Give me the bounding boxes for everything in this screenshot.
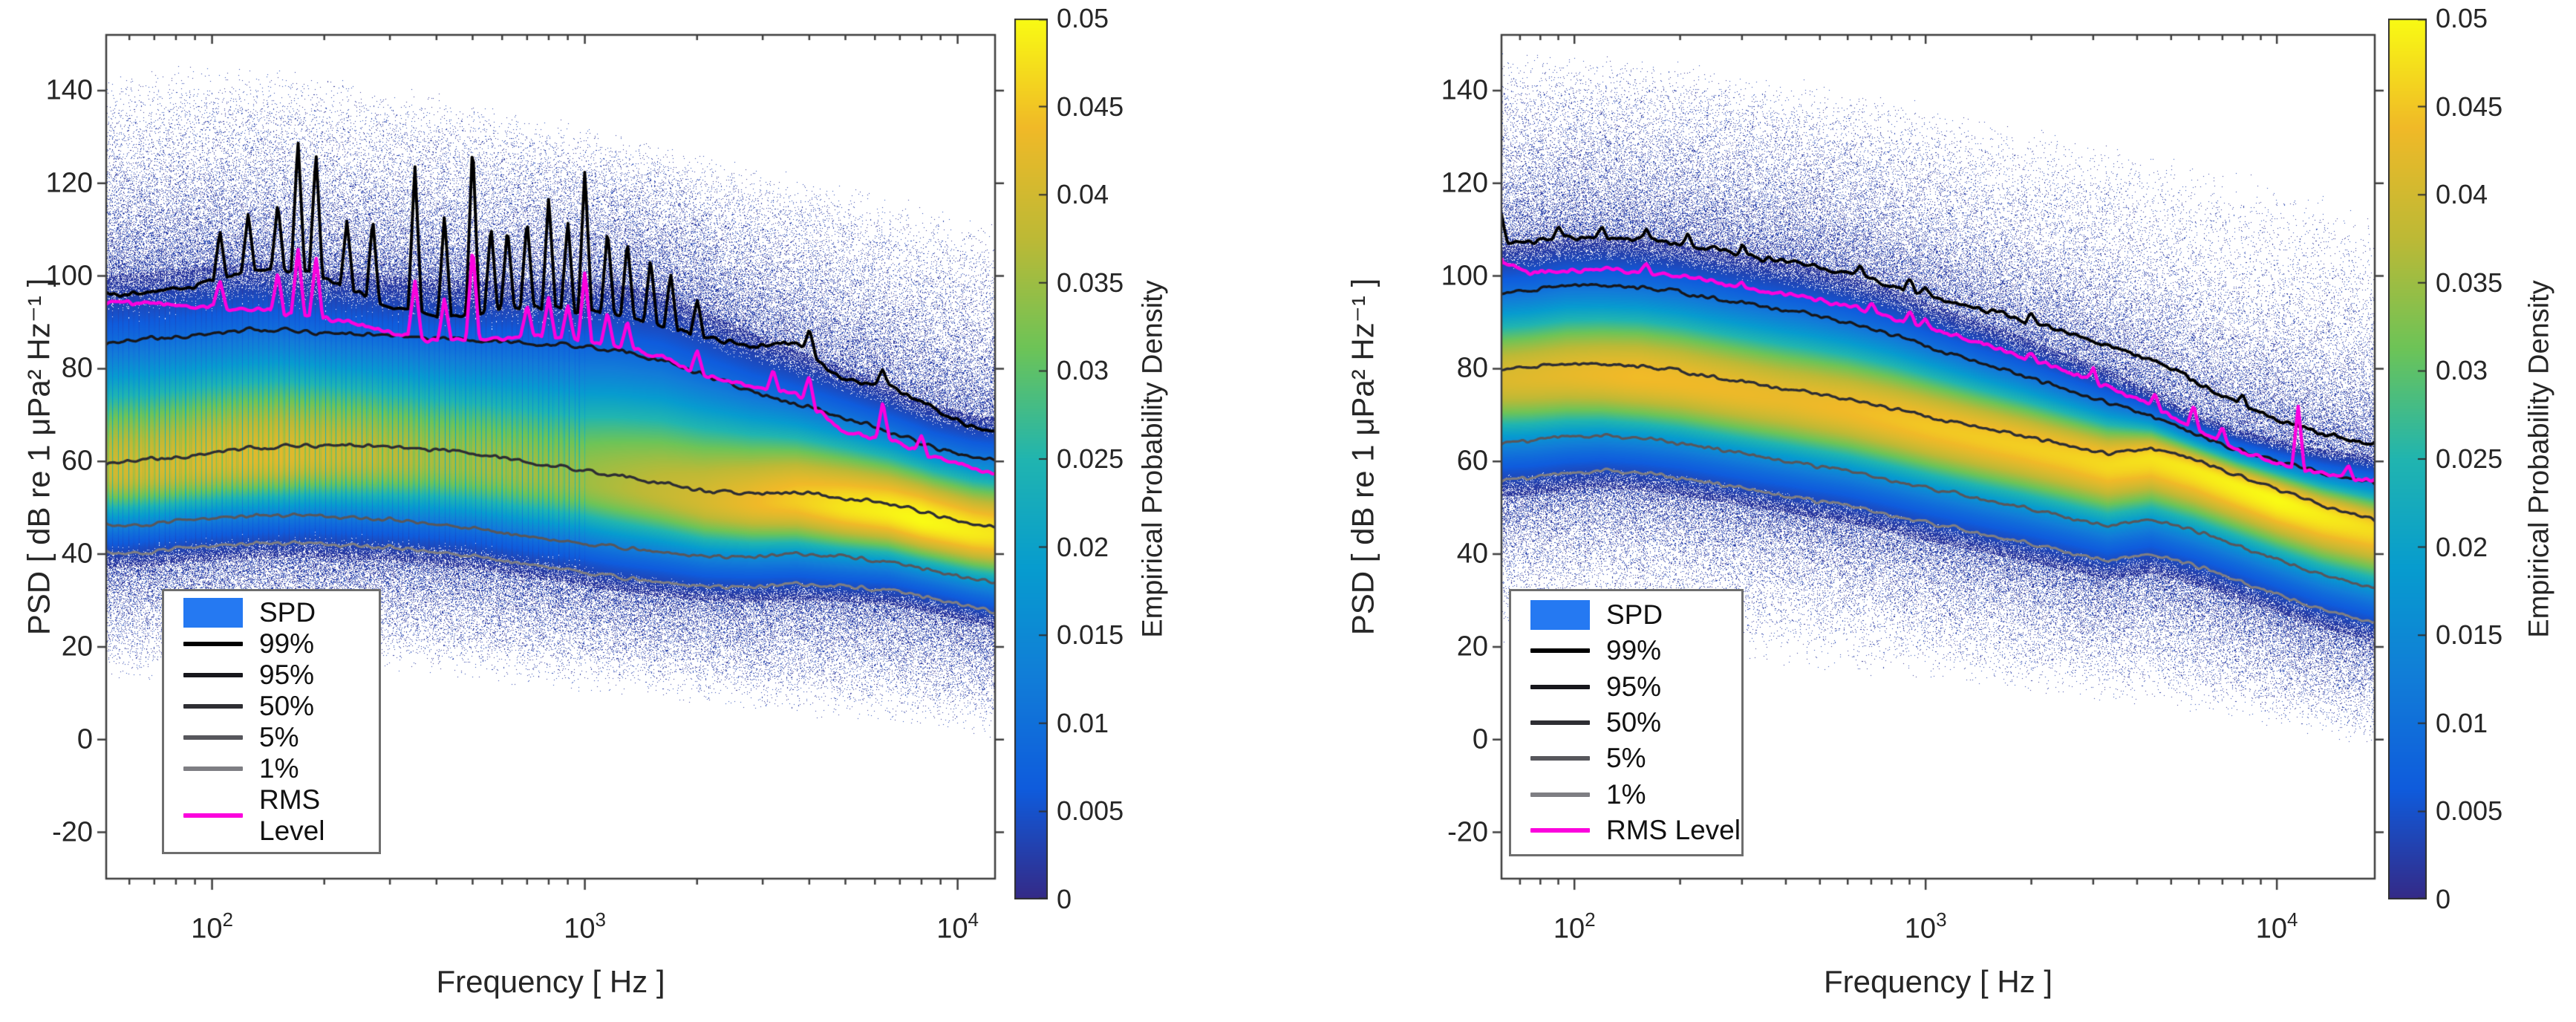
legend-entry-99-: 99%: [1530, 635, 1741, 666]
legend-entry-95-: 95%: [183, 660, 379, 691]
colorbar-tick-0.025: 0.025: [1057, 443, 1124, 474]
legend-entry-99-: 99%: [183, 628, 379, 660]
legend-label: 1%: [1606, 778, 1646, 810]
colorbar-tick-0.035: 0.035: [2436, 267, 2503, 298]
colorbar-label-left: Empirical Probability Density: [1137, 280, 1169, 638]
y-tick-100: 100: [1441, 260, 1488, 292]
line-sample: [183, 813, 243, 818]
legend-label: RMS Level: [1606, 814, 1741, 845]
colorbar-tick-0.015: 0.015: [1057, 619, 1124, 651]
legend-entry-5-: 5%: [183, 722, 379, 753]
legend-label: 95%: [1606, 671, 1662, 702]
colorbar-tick-0: 0: [1057, 884, 1072, 914]
line-sample: [1530, 648, 1590, 654]
legend-entry-95-: 95%: [1530, 671, 1741, 703]
legend-label: 50%: [259, 691, 315, 721]
legend-label: 50%: [1606, 706, 1662, 738]
colorbar-tick-0.045: 0.045: [1057, 91, 1124, 122]
line-sample: [183, 704, 243, 709]
legend-entry-1-: 1%: [1530, 779, 1741, 810]
legend-label: 99%: [259, 628, 315, 659]
y-tick-100: 100: [45, 260, 93, 292]
line-sample: [1530, 756, 1590, 761]
spd-color-patch: [183, 598, 243, 628]
legend-entry-50-: 50%: [1530, 707, 1741, 738]
legend-entry-5-: 5%: [1530, 743, 1741, 774]
colorbar-canvas-left: [1014, 19, 1048, 899]
legend-label: 99%: [1606, 635, 1662, 666]
colorbar-tick-0.05: 0.05: [1057, 3, 1109, 33]
legend-label: SPD: [1606, 599, 1663, 631]
x-axis-label-right: Frequency [ Hz ]: [1823, 964, 2053, 999]
colorbar-tick-0.015: 0.015: [2436, 619, 2503, 651]
legend-label: 1%: [259, 753, 299, 784]
legend-entry-rms-level: RMS Level: [183, 784, 379, 847]
y-tick-0: 0: [76, 723, 93, 755]
y-tick-40: 40: [1456, 538, 1488, 570]
colorbar-tick-0.01: 0.01: [2436, 707, 2488, 738]
y-tick-140: 140: [45, 74, 93, 106]
colorbar-canvas-right: [2388, 19, 2427, 899]
colorbar-tick-0.025: 0.025: [2436, 443, 2503, 474]
line-sample: [1530, 827, 1590, 833]
line-sample: [1530, 720, 1590, 725]
y-tick-60: 60: [61, 445, 93, 477]
y-tick--20: -20: [1447, 816, 1488, 848]
legend-label: 95%: [259, 660, 315, 690]
y-tick-0: 0: [1472, 723, 1488, 755]
colorbar-tick-0.04: 0.04: [2436, 179, 2488, 210]
line-sample: [183, 735, 243, 740]
y-tick-140: 140: [1441, 74, 1488, 106]
colorbar-tick-0: 0: [2436, 884, 2451, 914]
y-tick-120: 120: [1441, 167, 1488, 199]
x-tick-10e2: 102: [191, 908, 233, 945]
y-axis-label-right: PSD [ dB re 1 μPa² Hz⁻¹ ]: [1345, 278, 1380, 636]
y-tick-40: 40: [61, 538, 93, 570]
x-tick-10e3: 103: [1904, 908, 1947, 945]
line-sample: [183, 673, 243, 677]
y-tick-20: 20: [1456, 631, 1488, 663]
x-axis-label-left: Frequency [ Hz ]: [436, 964, 665, 999]
x-tick-10e4: 104: [936, 908, 979, 945]
legend-entry-spd: SPD: [1530, 599, 1741, 631]
x-tick-10e4: 104: [2255, 908, 2298, 945]
colorbar-tick-0.05: 0.05: [2436, 3, 2488, 33]
y-tick--20: -20: [52, 816, 93, 848]
legend-box-right: SPD 99% 95% 50% 5% 1% RMS Level: [1509, 589, 1744, 856]
legend-label: 5%: [259, 722, 299, 752]
legend-label: SPD: [259, 597, 316, 628]
y-tick-80: 80: [1456, 352, 1488, 384]
colorbar-tick-0.045: 0.045: [2436, 91, 2503, 122]
y-tick-80: 80: [61, 352, 93, 384]
legend-entry-spd: SPD: [183, 597, 379, 628]
line-sample: [1530, 792, 1590, 797]
colorbar-label-right: Empirical Probability Density: [2523, 280, 2555, 638]
y-tick-20: 20: [61, 631, 93, 663]
x-tick-10e2: 102: [1553, 908, 1596, 945]
y-tick-60: 60: [1456, 445, 1488, 477]
colorbar-tick-0.02: 0.02: [1057, 531, 1109, 562]
colorbar-tick-0.005: 0.005: [2436, 795, 2503, 827]
legend-entry-rms-level: RMS Level: [1530, 815, 1741, 846]
line-sample: [183, 766, 243, 771]
y-axis-label-left: PSD [ dB re 1 μPa² Hz⁻¹ ]: [21, 278, 56, 636]
spd-color-patch: [1530, 600, 1590, 631]
colorbar-tick-0.005: 0.005: [1057, 795, 1124, 827]
colorbar-tick-0.02: 0.02: [2436, 531, 2488, 562]
line-sample: [183, 642, 243, 646]
colorbar-tick-0.04: 0.04: [1057, 179, 1109, 210]
line-sample: [1530, 684, 1590, 689]
colorbar-tick-0.03: 0.03: [1057, 355, 1109, 386]
legend-label: 5%: [1606, 743, 1646, 774]
colorbar-tick-0.035: 0.035: [1057, 267, 1124, 298]
y-tick-120: 120: [45, 167, 93, 199]
legend-entry-1-: 1%: [183, 753, 379, 784]
colorbar-tick-0.03: 0.03: [2436, 355, 2488, 386]
x-tick-10e3: 103: [564, 908, 606, 945]
legend-label: RMS Level: [259, 784, 325, 846]
legend-entry-50-: 50%: [183, 691, 379, 722]
legend-box-left: SPD 99% 95% 50% 5% 1% RMS Level: [162, 589, 381, 854]
colorbar-tick-0.01: 0.01: [1057, 707, 1109, 738]
